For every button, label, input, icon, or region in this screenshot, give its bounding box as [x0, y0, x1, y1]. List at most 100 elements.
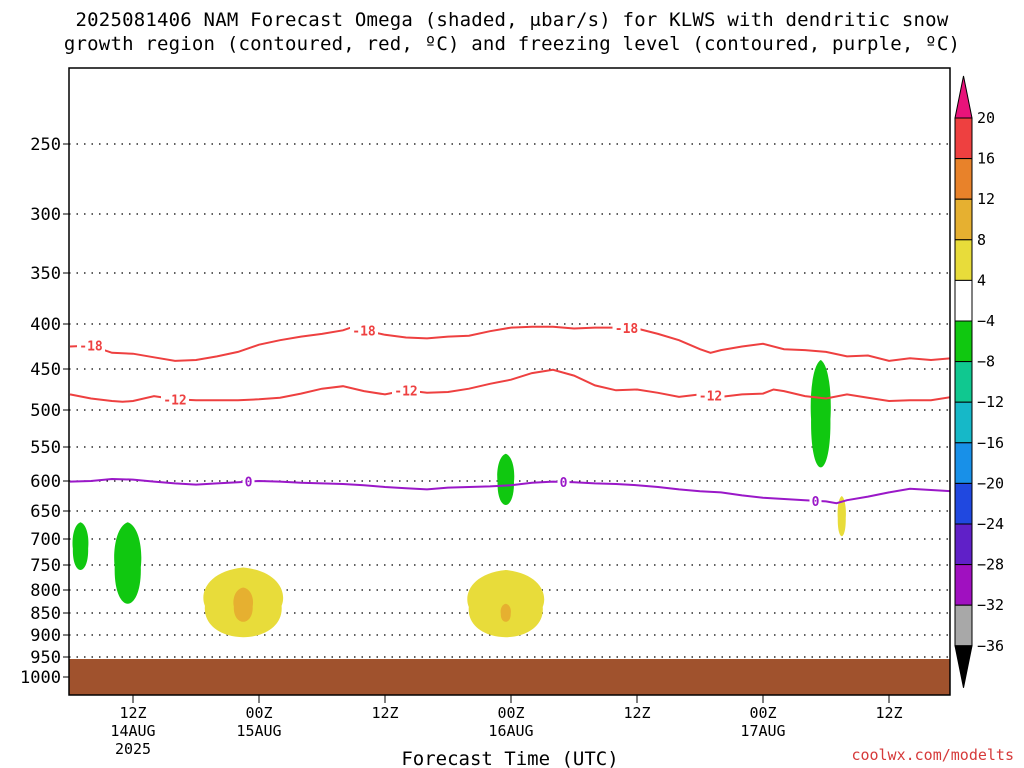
- colorbar-label-12: −32: [977, 596, 1004, 614]
- contour-label-bg-2-2: [809, 492, 822, 508]
- chart-title-line-1: 2025081406 NAM Forecast Omega (shaded, μ…: [75, 9, 949, 31]
- contour-0: [69, 325, 950, 362]
- y-tick-label-550: 550: [30, 438, 61, 458]
- y-tick-label-900: 900: [30, 626, 61, 646]
- contour-label-0-1: -18: [352, 324, 376, 339]
- colorbar-label-10: −24: [977, 515, 1004, 533]
- x-tick-date-1: 15AUG: [236, 722, 281, 740]
- omega-region-6: [497, 453, 515, 505]
- y-tick-label-250: 250: [30, 135, 61, 155]
- temperature-contours: -18 -18 -18 -12 -12 -12 0 0 0: [69, 320, 950, 510]
- x-tick-label-0: 12Z: [119, 704, 146, 722]
- y-tick-label-600: 600: [30, 472, 61, 492]
- omega-region-3: [233, 587, 254, 622]
- ground-mask: [69, 659, 950, 695]
- ground-fill: [69, 659, 950, 695]
- colorbar-label-1: 16: [977, 150, 995, 168]
- x-tick-label-6: 12Z: [875, 704, 902, 722]
- colorbar-label-5: −4: [977, 312, 995, 330]
- x-tick-label-3: 00Z: [497, 704, 524, 722]
- y-tick-label-750: 750: [30, 556, 61, 576]
- contour-label-1-1: -12: [394, 384, 417, 399]
- y-tick-label-500: 500: [30, 401, 61, 421]
- y-tick-label-1000: 1000: [20, 668, 61, 688]
- colorbar-bin-4: [954, 239, 973, 281]
- x-tick-label-4: 12Z: [623, 704, 650, 722]
- contour-2: [69, 477, 950, 505]
- colorbar-label-9: −20: [977, 474, 1004, 492]
- colorbar-label-3: 8: [977, 231, 986, 249]
- colorbar-bin-2: [954, 158, 973, 200]
- contour-label-bg-2-0: [242, 473, 255, 489]
- colorbar-label-6: −8: [977, 353, 995, 371]
- contour-label-bg-0-0: [77, 337, 105, 353]
- x-tick-date-3: 16AUG: [488, 722, 533, 740]
- colorbar-bin-1: [954, 117, 973, 160]
- colorbar-bin-6: [954, 320, 973, 363]
- chart-title: 2025081406 NAM Forecast Omega (shaded, μ…: [0, 8, 1024, 56]
- colorbar-cap-top: [954, 75, 973, 119]
- contour-label-bg-2-1: [557, 473, 570, 489]
- colorbar-label-7: −12: [977, 393, 1004, 411]
- contour-label-1-2: -12: [699, 390, 722, 405]
- contour-label-2-0: 0: [245, 476, 253, 491]
- colorbar-bin-9: [954, 442, 973, 484]
- omega-region-0: [72, 522, 89, 570]
- contour-label-bg-1-2: [696, 387, 725, 403]
- colorbar-label-11: −28: [977, 556, 1004, 574]
- colorbar-label-8: −16: [977, 434, 1004, 452]
- colorbar-bin-13: [954, 604, 973, 647]
- x-tick-date-0: 14AUG: [110, 722, 155, 740]
- contour-1: [69, 368, 950, 403]
- x-tick-label-1: 00Z: [245, 704, 272, 722]
- contour-label-1-0: -12: [163, 393, 186, 408]
- omega-region-5: [500, 603, 511, 622]
- site-credit: coolwx.com/modelts: [851, 746, 1014, 764]
- colorbar-label-13: −36: [977, 637, 1004, 655]
- colorbar-label-2: 12: [977, 190, 995, 208]
- y-tick-label-800: 800: [30, 581, 61, 601]
- colorbar: 20 16 12 8 4 −4 −8 −12 −16 −20 −24 −28 −32 −36: [954, 75, 1004, 688]
- y-tick-label-300: 300: [30, 205, 61, 225]
- x-tick-year-0: 2025: [115, 740, 151, 758]
- colorbar-bin-3: [954, 198, 973, 241]
- y-tick-label-650: 650: [30, 502, 61, 522]
- colorbar-bin-12: [954, 564, 973, 606]
- colorbar-bin-5: [954, 279, 973, 322]
- plot-frame: [68, 67, 951, 696]
- colorbar-bin-10: [954, 482, 973, 525]
- omega-region-1: [114, 522, 142, 604]
- colorbar-bin-8: [954, 401, 973, 444]
- contour-label-bg-1-1: [392, 382, 420, 398]
- y-tick-label-450: 450: [30, 360, 61, 380]
- contour-label-bg-0-1: [350, 322, 378, 338]
- contour-label-2-2: 0: [812, 495, 820, 510]
- omega-shading: [72, 360, 846, 638]
- y-tick-label-400: 400: [30, 315, 61, 335]
- y-tick-label-950: 950: [30, 648, 61, 668]
- colorbar-bin-7: [954, 361, 973, 403]
- x-tick-label-5: 00Z: [749, 704, 776, 722]
- colorbar-label-4: 4: [977, 271, 986, 289]
- contour-label-0-0: -18: [79, 340, 103, 355]
- y-axis: 2503003504004505005506006507007508008509…: [20, 135, 69, 688]
- omega-region-7: [810, 360, 831, 468]
- colorbar-cap-bottom: [954, 645, 973, 688]
- colorbar-bin-11: [954, 523, 973, 566]
- contour-label-2-1: 0: [560, 476, 568, 491]
- y-tick-label-700: 700: [30, 530, 61, 550]
- y-tick-label-350: 350: [30, 264, 61, 284]
- colorbar-label-0: 20: [977, 109, 995, 127]
- x-axis-title: Forecast Time (UTC): [401, 748, 618, 768]
- x-tick-date-5: 17AUG: [740, 722, 785, 740]
- contour-label-bg-1-0: [161, 391, 189, 407]
- contour-label-bg-0-2: [612, 320, 641, 336]
- y-tick-label-850: 850: [30, 604, 61, 624]
- omega-region-8: [837, 496, 846, 537]
- omega-region-4: [467, 570, 545, 638]
- chart-title-line-2: growth region (contoured, red, ºC) and f…: [63, 33, 961, 55]
- contour-label-0-2: -18: [615, 322, 639, 337]
- x-tick-label-2: 12Z: [371, 704, 398, 722]
